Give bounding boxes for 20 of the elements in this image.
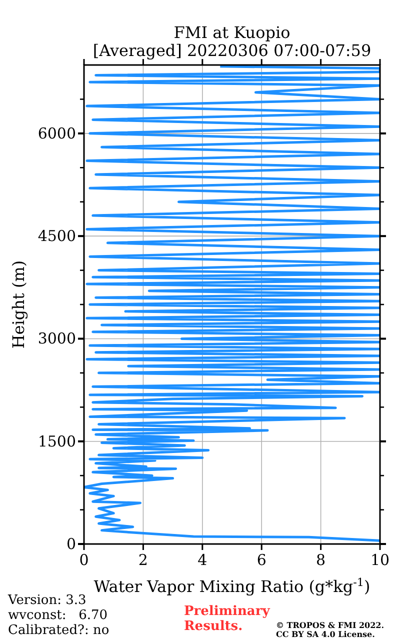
text: Version: 3.3 (7, 593, 86, 608)
text: Preliminary Results. (184, 604, 270, 634)
y-tick-label: 3000 (38, 330, 76, 348)
y-tick-label: 0 (66, 535, 76, 553)
text: wvconst: 6.70 (8, 608, 108, 623)
y-tick-label: 1500 (38, 432, 76, 450)
x-tick-label: 6 (256, 551, 266, 569)
chart-subtitle: [Averaged] 20220306 07:00-07:59 (92, 41, 372, 60)
chart-title: FMI at Kuopio (174, 23, 290, 42)
x-tick-label: 4 (198, 551, 208, 569)
y-tick-label: 6000 (38, 124, 76, 142)
x-tick-label: 10 (370, 551, 390, 569)
text: Calibrated?: no (8, 623, 110, 638)
x-tick-label: 2 (138, 551, 148, 569)
x-axis-title: Water Vapor Mixing Ratio (g*kg$^{-1}$) (94, 576, 370, 596)
text: © TROPOS & FMI 2022. CC BY SA 4.0 License. (276, 620, 384, 640)
y-axis-title: Height (m) (9, 260, 28, 349)
x-tick-label: 0 (79, 551, 89, 569)
y-tick-label: 4500 (38, 227, 76, 246)
x-tick-label: 8 (316, 551, 326, 569)
